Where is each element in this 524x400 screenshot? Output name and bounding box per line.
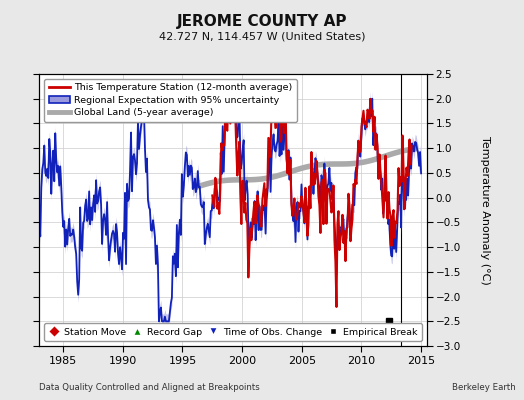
Text: JEROME COUNTY AP: JEROME COUNTY AP [177, 14, 347, 29]
Legend: Station Move, Record Gap, Time of Obs. Change, Empirical Break: Station Move, Record Gap, Time of Obs. C… [44, 323, 422, 341]
Text: Berkeley Earth: Berkeley Earth [452, 383, 516, 392]
Text: Data Quality Controlled and Aligned at Breakpoints: Data Quality Controlled and Aligned at B… [39, 383, 260, 392]
Y-axis label: Temperature Anomaly (°C): Temperature Anomaly (°C) [480, 136, 490, 284]
Text: 42.727 N, 114.457 W (United States): 42.727 N, 114.457 W (United States) [159, 31, 365, 41]
